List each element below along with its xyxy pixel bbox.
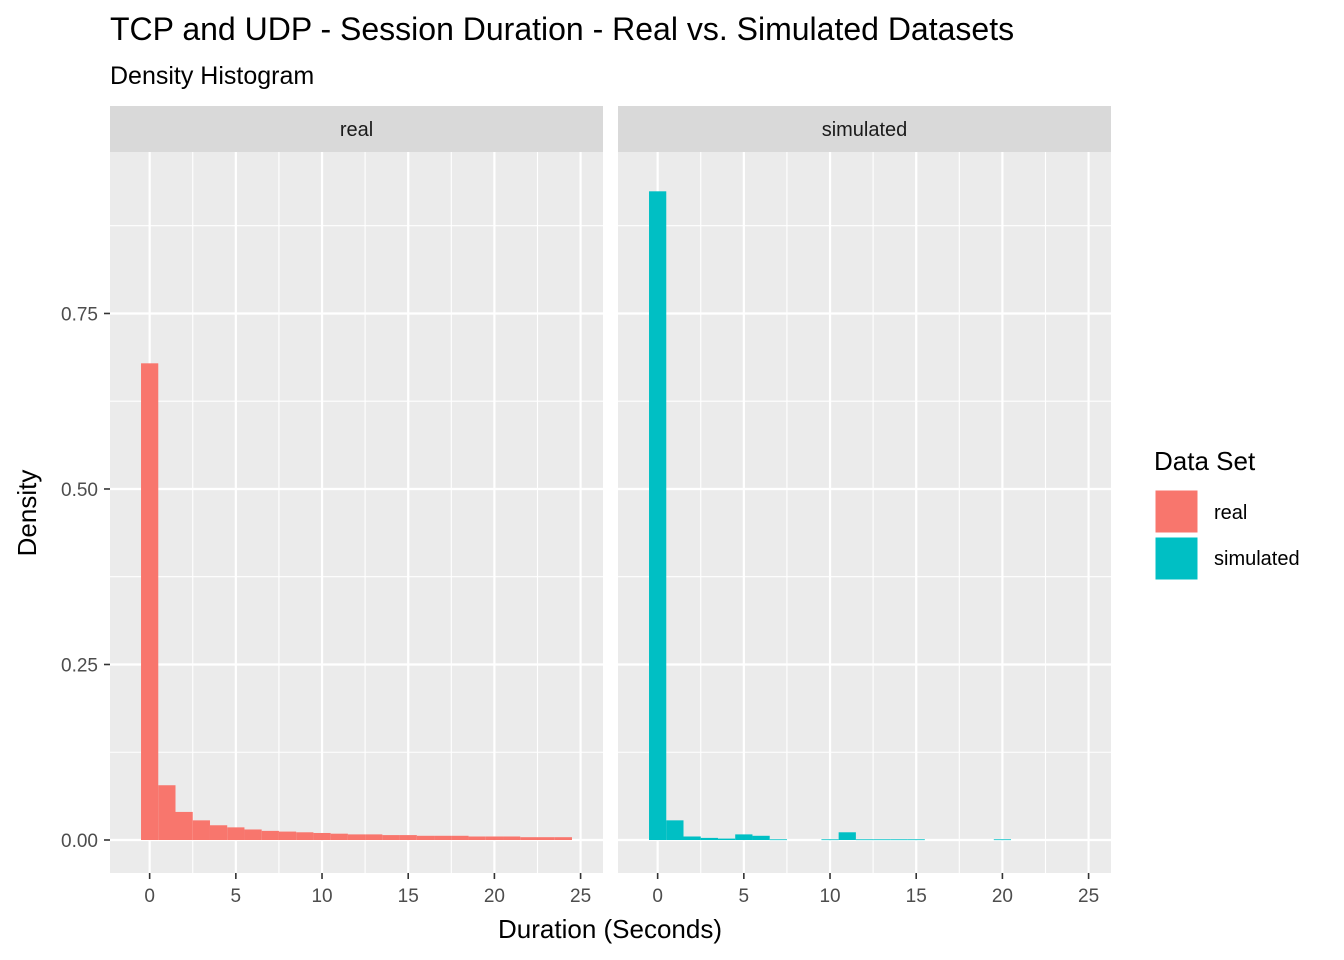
histogram-bar <box>838 832 856 841</box>
legend-key-real <box>1154 489 1199 534</box>
histogram-bar <box>520 837 538 841</box>
x-tick-label: 5 <box>739 886 750 907</box>
facet-strip-label: simulated <box>822 119 908 141</box>
facet-panel-simulated: simulated 0 5 10 15 20 25 <box>618 106 1111 907</box>
y-axis: 0.00 0.25 0.50 0.75 <box>61 304 110 852</box>
chart-title: TCP and UDP - Session Duration - Real vs… <box>110 11 1014 47</box>
x-axis-title: Duration (Seconds) <box>498 914 722 944</box>
x-tick-label: 25 <box>570 886 591 907</box>
legend: Data Set real simulated <box>1154 446 1300 581</box>
facet-strip <box>618 106 1111 152</box>
histogram-bar <box>907 839 925 841</box>
histogram-bar <box>261 830 279 841</box>
histogram-bar <box>855 839 874 841</box>
y-tick-label: 0.75 <box>61 304 98 325</box>
histogram-bar <box>717 838 736 841</box>
histogram-bar <box>700 837 718 841</box>
histogram-bar <box>244 829 262 841</box>
histogram-bar <box>451 835 469 841</box>
histogram-bar <box>365 834 383 841</box>
histogram-bar <box>278 831 297 841</box>
x-tick-label: 0 <box>652 886 663 907</box>
x-tick-label: 10 <box>819 886 840 907</box>
histogram-bar <box>993 839 1012 841</box>
y-axis-title: Density <box>12 470 42 557</box>
x-tick-label: 5 <box>231 886 242 907</box>
histogram-bar <box>554 837 572 841</box>
histogram-bar <box>537 837 555 841</box>
chart-subtitle: Density Histogram <box>110 62 314 90</box>
y-tick-label: 0.50 <box>61 480 98 501</box>
histogram-bar <box>296 832 314 841</box>
histogram-bar <box>735 834 753 841</box>
facet-panels: real 0 5 10 15 20 25 simulated 0 5 10 15 20 25 <box>110 106 1111 907</box>
histogram-bar <box>485 836 504 841</box>
histogram-bar <box>175 811 193 841</box>
x-tick-label: 20 <box>484 886 505 907</box>
histogram-bar <box>382 835 400 841</box>
x-tick-label: 0 <box>144 886 155 907</box>
y-tick-label: 0.25 <box>61 655 98 676</box>
panel-background <box>618 152 1111 873</box>
facet-strip-label: real <box>340 119 373 141</box>
x-tick-label: 25 <box>1078 886 1099 907</box>
histogram-bar <box>313 832 331 841</box>
legend-label-real: real <box>1214 502 1247 524</box>
histogram-bar <box>227 827 245 841</box>
histogram-bar <box>873 839 891 841</box>
histogram-bar <box>330 833 348 841</box>
histogram-bar <box>141 363 159 841</box>
legend-label-simulated: simulated <box>1214 548 1300 570</box>
histogram-bar <box>649 191 667 841</box>
histogram-bar <box>399 835 417 841</box>
legend-key-simulated <box>1154 536 1199 581</box>
histogram-bar <box>192 820 210 841</box>
histogram-bar <box>503 836 521 841</box>
histogram-bar <box>666 820 684 841</box>
facet-strip <box>110 106 603 152</box>
x-tick-label: 10 <box>311 886 332 907</box>
histogram-bar <box>158 785 176 841</box>
histogram-bar <box>416 835 435 841</box>
histogram-bar <box>752 835 770 841</box>
panel-background <box>110 152 603 873</box>
histogram-bar <box>468 836 486 841</box>
histogram-bar <box>347 834 366 841</box>
x-tick-label: 15 <box>398 886 419 907</box>
y-tick-label: 0.00 <box>61 831 98 852</box>
facet-panel-real: real 0 5 10 15 20 25 <box>110 106 603 907</box>
histogram-bar <box>434 835 452 841</box>
x-tick-label: 15 <box>906 886 927 907</box>
x-tick-label: 20 <box>992 886 1013 907</box>
histogram-bar <box>890 839 908 841</box>
histogram-bar <box>683 836 701 841</box>
histogram-bar <box>769 839 787 841</box>
histogram-bar <box>209 825 228 841</box>
histogram-bar <box>821 839 839 841</box>
legend-title: Data Set <box>1154 446 1256 476</box>
